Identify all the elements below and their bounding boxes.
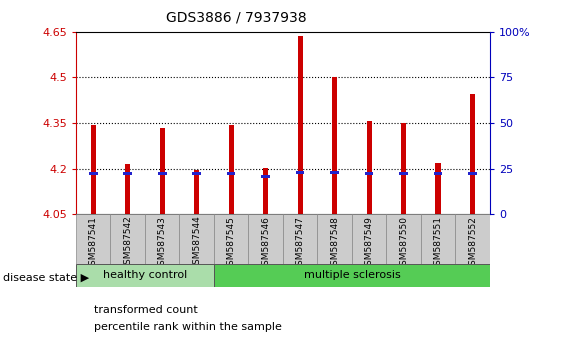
- Bar: [248, 214, 283, 264]
- Bar: [367, 121, 372, 214]
- Text: GSM587546: GSM587546: [261, 216, 270, 270]
- Text: GSM587549: GSM587549: [365, 216, 374, 270]
- Bar: [193, 172, 201, 175]
- Text: percentile rank within the sample: percentile rank within the sample: [94, 322, 282, 332]
- Bar: [89, 172, 97, 175]
- Bar: [352, 214, 386, 264]
- Bar: [401, 123, 406, 214]
- Bar: [180, 214, 214, 264]
- Text: GSM587550: GSM587550: [399, 216, 408, 271]
- Bar: [125, 164, 130, 214]
- Bar: [468, 172, 477, 175]
- Bar: [283, 214, 318, 264]
- Bar: [296, 171, 305, 174]
- Bar: [194, 170, 199, 214]
- Bar: [263, 168, 268, 214]
- Text: GSM587551: GSM587551: [434, 216, 443, 271]
- Bar: [214, 264, 490, 287]
- Bar: [470, 94, 475, 214]
- Bar: [330, 171, 339, 174]
- Bar: [421, 214, 455, 264]
- Bar: [145, 214, 180, 264]
- Bar: [76, 214, 110, 264]
- Text: GSM587543: GSM587543: [158, 216, 167, 270]
- Bar: [158, 172, 167, 175]
- Text: GDS3886 / 7937938: GDS3886 / 7937938: [166, 11, 307, 25]
- Bar: [227, 172, 235, 175]
- Bar: [123, 172, 132, 175]
- Text: GSM587545: GSM587545: [227, 216, 236, 270]
- Bar: [91, 125, 96, 214]
- Text: transformed count: transformed count: [94, 305, 198, 315]
- Bar: [455, 214, 490, 264]
- Bar: [318, 214, 352, 264]
- Bar: [436, 162, 441, 214]
- Text: multiple sclerosis: multiple sclerosis: [303, 270, 400, 280]
- Text: GSM587552: GSM587552: [468, 216, 477, 270]
- Text: GSM587548: GSM587548: [330, 216, 339, 270]
- Text: healthy control: healthy control: [103, 270, 187, 280]
- Bar: [110, 214, 145, 264]
- Bar: [298, 35, 303, 214]
- Bar: [261, 176, 270, 178]
- Text: GSM587547: GSM587547: [296, 216, 305, 270]
- Bar: [434, 172, 443, 175]
- Text: GSM587541: GSM587541: [89, 216, 98, 270]
- Bar: [214, 214, 248, 264]
- Text: GSM587544: GSM587544: [192, 216, 201, 270]
- Bar: [76, 264, 214, 287]
- Bar: [365, 172, 373, 175]
- Bar: [386, 214, 421, 264]
- Bar: [160, 127, 165, 214]
- Text: disease state ▶: disease state ▶: [3, 273, 89, 283]
- Bar: [332, 77, 337, 214]
- Text: GSM587542: GSM587542: [123, 216, 132, 270]
- Bar: [229, 125, 234, 214]
- Bar: [399, 172, 408, 175]
